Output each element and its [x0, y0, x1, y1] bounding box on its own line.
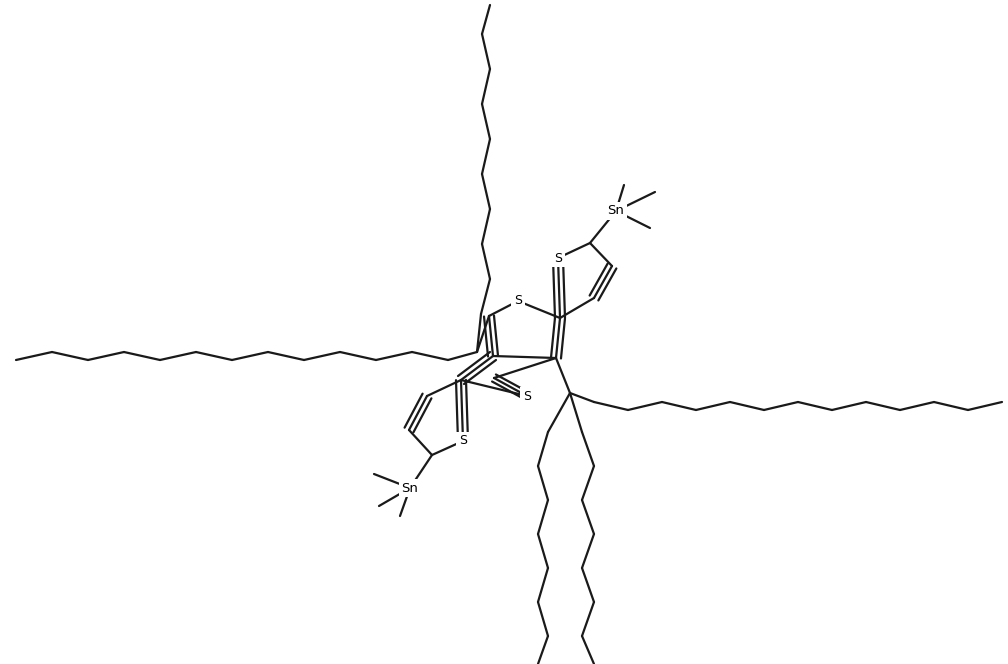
Text: S: S — [523, 390, 531, 402]
Text: Sn: Sn — [608, 205, 624, 218]
Text: Sn: Sn — [401, 481, 418, 495]
Text: S: S — [459, 434, 467, 448]
Text: S: S — [554, 252, 562, 264]
Text: S: S — [514, 295, 522, 307]
